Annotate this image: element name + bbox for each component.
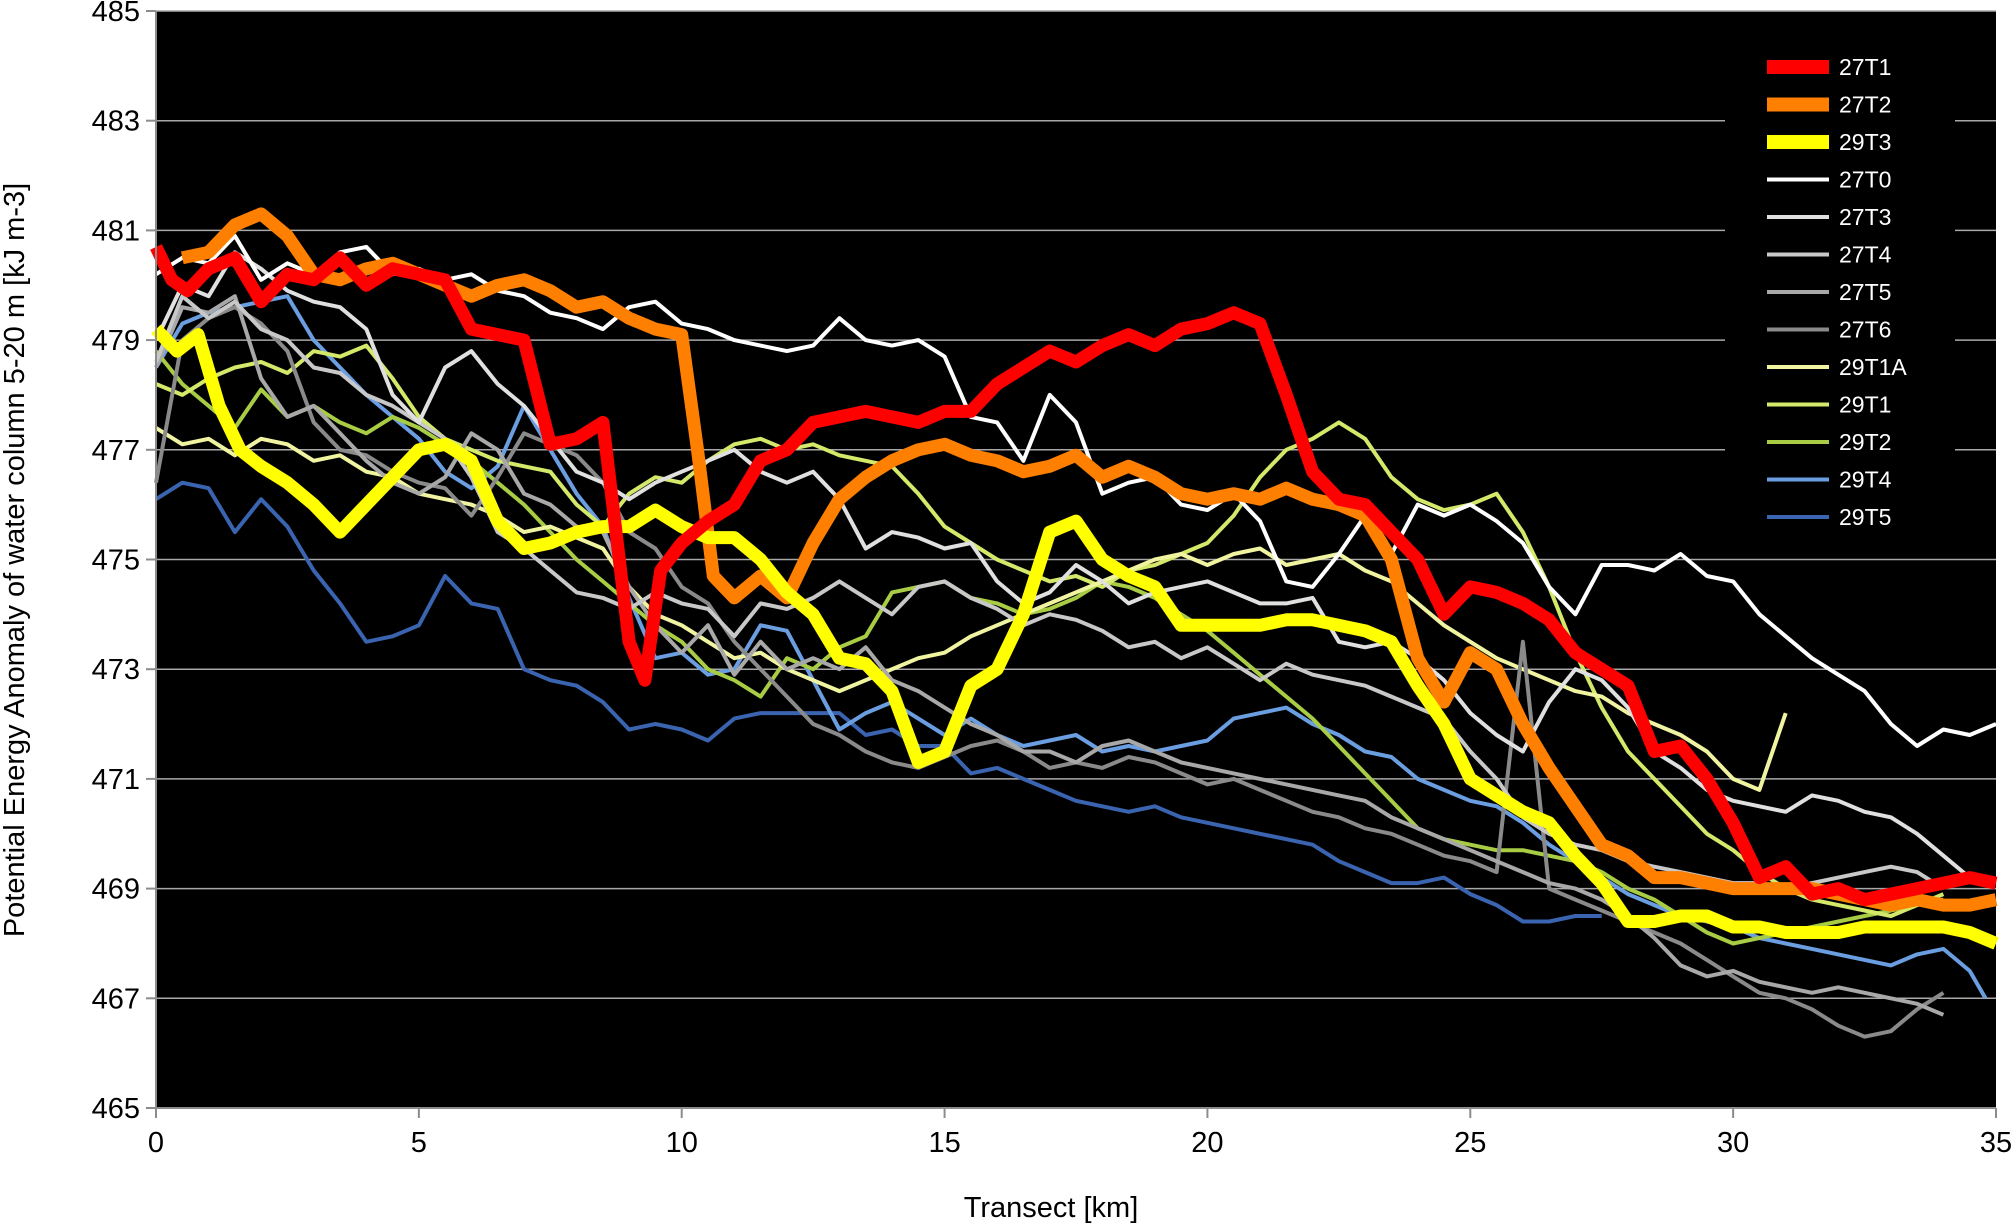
y-tick-label-469: 469 [92, 874, 140, 906]
legend-label-27t3: 27T3 [1839, 204, 1891, 230]
series-line-27t3 [154, 250, 1971, 880]
legend-label-27t0: 27T0 [1839, 167, 1891, 193]
x-tick-label-35: 35 [1980, 1127, 2012, 1159]
legend-label-29t5: 29T5 [1839, 504, 1891, 530]
legend-label-29t3: 29T3 [1839, 129, 1891, 155]
legend-label-27t6: 27T6 [1839, 317, 1891, 343]
legend-label-27t5: 27T5 [1839, 279, 1891, 305]
series-lines [150, 207, 1999, 1039]
y-tick-label-481: 481 [92, 215, 140, 247]
y-tick-label-475: 475 [92, 545, 140, 577]
series-line-29t5 [154, 480, 1602, 924]
y-tick-label-479: 479 [92, 325, 140, 357]
series-line-27t5 [154, 294, 1945, 1017]
x-tick-label-15: 15 [928, 1127, 960, 1159]
x-tick-label-0: 0 [148, 1127, 164, 1159]
series-line-29t1a [154, 426, 1788, 792]
y-tick-label-477: 477 [92, 435, 140, 467]
series-line-29t3 [151, 324, 1999, 950]
legend-label-27t1: 27T1 [1839, 54, 1891, 80]
legend-label-29t1a: 29T1A [1839, 354, 1907, 380]
legend-label-27t4: 27T4 [1839, 242, 1892, 268]
series-line-27t2 [180, 207, 1998, 912]
legend: 27T1 27T2 29T3 27T0 27T3 27T4 27T5 27T6 29T1A 29T… [1725, 45, 1955, 533]
y-axis-title: Potential Energy Anomaly of water column… [0, 183, 31, 937]
x-tick-label-30: 30 [1717, 1127, 1749, 1159]
x-tick-label-5: 5 [411, 1127, 427, 1159]
tick-labels: 465 467 469 471 473 475 477 479 481 483 485 0 5 10 15 2… [92, 0, 2013, 1159]
y-tick-label-483: 483 [92, 106, 140, 138]
series-line-27t0 [154, 233, 1997, 748]
legend-label-29t1: 29T1 [1839, 392, 1891, 418]
y-tick-label-465: 465 [92, 1093, 140, 1125]
y-tick-label-467: 467 [92, 983, 140, 1015]
y-tick-label-471: 471 [92, 764, 140, 796]
x-tick-label-20: 20 [1191, 1127, 1223, 1159]
legend-box [1725, 45, 1955, 533]
x-axis-title: Transect [km] [964, 1192, 1139, 1224]
y-tick-label-485: 485 [92, 0, 140, 28]
axes [146, 10, 1997, 1118]
legend-label-27t2: 27T2 [1839, 92, 1891, 118]
series-line-27t1 [150, 244, 1998, 907]
x-tick-label-10: 10 [666, 1127, 698, 1159]
x-tick-label-25: 25 [1454, 1127, 1486, 1159]
y-tick-label-473: 473 [92, 654, 140, 686]
legend-label-29t4: 29T4 [1839, 467, 1892, 493]
legend-label-29t2: 29T2 [1839, 429, 1891, 455]
